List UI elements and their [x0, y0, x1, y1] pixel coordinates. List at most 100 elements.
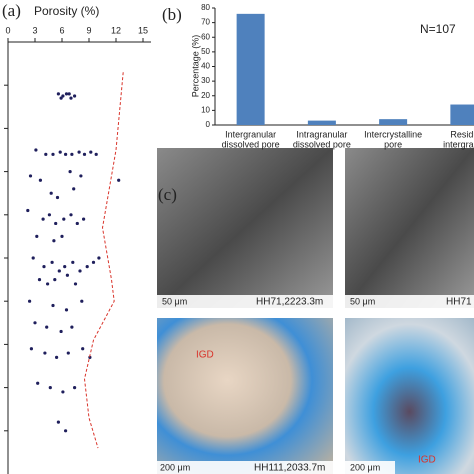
y-tick-label: 60	[201, 32, 210, 41]
x-tick-label: Intergranular	[225, 129, 276, 139]
point	[37, 278, 42, 282]
point	[34, 148, 38, 152]
point	[94, 152, 98, 156]
bar	[236, 13, 265, 126]
scale-label: 50 μm	[350, 296, 375, 306]
point	[64, 308, 69, 312]
point	[77, 150, 81, 154]
caption: HH71,2223.3m	[256, 297, 323, 308]
note: IGD	[196, 350, 214, 361]
point	[56, 92, 61, 96]
y-tick-label: 10	[201, 105, 210, 114]
point	[29, 347, 33, 351]
panel-label: (a)	[2, 1, 21, 20]
point	[50, 260, 54, 264]
point	[64, 92, 69, 96]
panel-label: (c)	[158, 185, 177, 204]
point	[70, 152, 74, 156]
thin-section-image	[157, 318, 333, 474]
caption-bar	[157, 295, 333, 308]
point	[45, 325, 49, 329]
x-tick-label: Intercrystalline	[364, 129, 422, 139]
point	[73, 386, 77, 390]
caption-bar	[345, 295, 474, 308]
point	[58, 150, 62, 154]
point	[61, 94, 65, 98]
point	[48, 386, 52, 390]
point	[64, 429, 68, 433]
point	[56, 420, 61, 424]
bar	[450, 104, 474, 125]
x-tick-label: 15	[138, 25, 148, 35]
point	[73, 282, 78, 286]
point	[36, 381, 40, 385]
point	[60, 234, 64, 238]
point	[72, 187, 76, 191]
point	[61, 390, 65, 394]
caption: HH111,2033.7m	[254, 463, 325, 474]
point	[97, 256, 101, 260]
point	[55, 195, 60, 200]
scale-label: 200 μm	[350, 462, 380, 472]
caption: HH71	[446, 297, 472, 308]
point	[33, 321, 37, 325]
x-tick-label: Intragranular	[296, 129, 347, 139]
point	[47, 213, 52, 217]
x-tick-label: dissolved pore	[222, 139, 280, 149]
point	[59, 96, 63, 100]
point	[38, 178, 43, 182]
point	[55, 355, 59, 359]
scale-label: 200 μm	[160, 462, 190, 472]
point	[69, 213, 73, 217]
x-axis-label: Porosity (%)	[34, 4, 99, 18]
point	[91, 260, 96, 264]
x-tick-label: 9	[86, 25, 91, 35]
point	[82, 217, 86, 221]
point	[80, 299, 84, 303]
y-tick-label: 50	[201, 47, 210, 56]
point	[73, 94, 77, 98]
point	[59, 329, 63, 334]
point	[53, 278, 57, 282]
thin-section-image	[345, 318, 474, 474]
y-tick-label: 0	[206, 120, 211, 129]
point	[35, 234, 39, 238]
point	[44, 152, 48, 156]
point	[28, 299, 32, 303]
point	[69, 96, 73, 100]
x-tick-label: dissolved pore	[293, 139, 351, 149]
point	[65, 273, 69, 277]
point	[63, 265, 67, 269]
y-axis-label: Percentage (%)	[190, 35, 200, 98]
sem-image	[157, 148, 333, 308]
point	[62, 217, 66, 221]
point	[82, 152, 87, 156]
y-tick-label: 40	[201, 62, 210, 71]
y-tick-label: 80	[201, 3, 210, 12]
point	[43, 351, 47, 355]
x-tick-label: 3	[32, 25, 37, 35]
point	[79, 174, 83, 178]
annotation: N=107	[420, 22, 456, 36]
point	[49, 191, 53, 195]
y-tick-label: 30	[201, 76, 210, 85]
point	[28, 174, 33, 178]
point	[26, 208, 30, 213]
y-tick-label: 70	[201, 18, 210, 27]
y-tick-label: 20	[201, 91, 210, 100]
point	[81, 347, 85, 351]
x-tick-label: 6	[59, 25, 64, 35]
point	[85, 265, 89, 269]
point	[75, 221, 79, 226]
bar	[379, 119, 408, 125]
point	[68, 170, 72, 174]
micrographs	[157, 148, 474, 474]
trend-line	[83, 72, 124, 449]
note: IGD	[418, 455, 436, 466]
point	[78, 269, 82, 273]
bar	[307, 120, 336, 125]
point	[31, 256, 35, 260]
point	[42, 265, 46, 269]
point	[57, 269, 61, 273]
